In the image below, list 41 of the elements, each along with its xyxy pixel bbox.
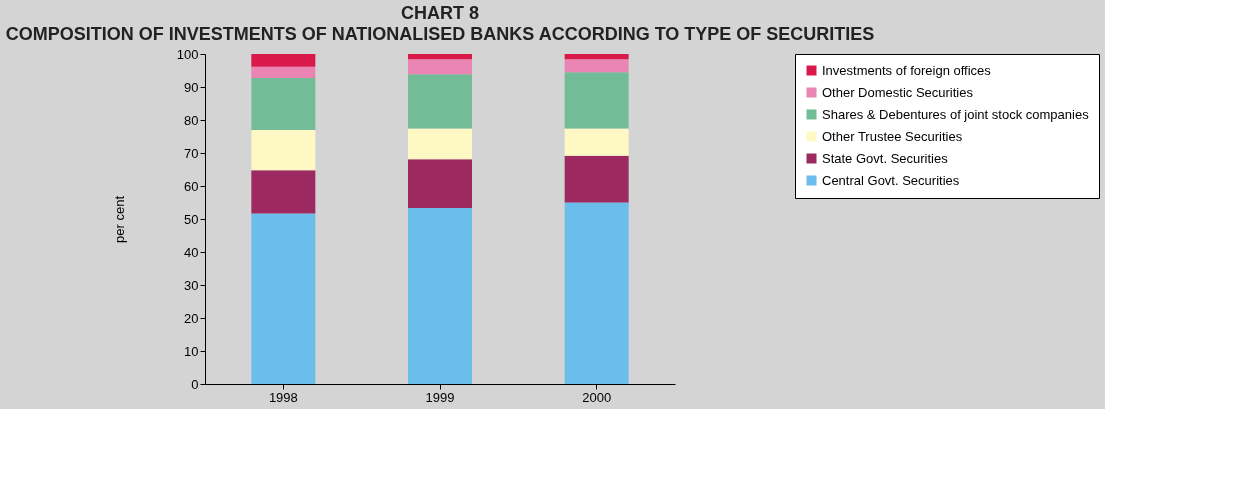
chart-title: CHART 8	[400, 3, 480, 23]
bar	[251, 78, 316, 130]
bar	[408, 74, 472, 129]
bar	[564, 54, 629, 60]
y-tick-label: 50	[184, 211, 199, 227]
x-tick-label: 2000	[582, 389, 612, 405]
legend-label: State Govt. Securities	[822, 150, 949, 166]
bar	[564, 128, 629, 156]
bar	[251, 170, 316, 214]
bar	[564, 59, 629, 73]
bar	[408, 59, 472, 75]
bar	[408, 54, 472, 60]
y-tick-label: 80	[184, 112, 199, 128]
legend-label: Other Trustee Securities	[822, 128, 963, 144]
bar	[408, 208, 472, 384]
x-tick-label: 1999	[425, 389, 455, 405]
y-tick-label: 30	[184, 277, 199, 293]
bar	[251, 54, 316, 67]
legend-label: Investments of foreign offices	[822, 62, 992, 78]
bar	[251, 213, 316, 384]
y-tick-label: 0	[191, 376, 199, 392]
bar	[408, 128, 472, 160]
x-tick-label: 1998	[268, 389, 298, 405]
y-axis-title: per cent	[111, 195, 127, 243]
bar	[251, 129, 316, 171]
y-tick-label: 10	[184, 343, 199, 359]
bar	[408, 159, 472, 209]
legend-label: Central Govt. Securities	[822, 172, 960, 188]
bar	[564, 72, 629, 129]
chart-subtitle: COMPOSITION OF INVESTMENTS OF NATIONALISED BANKS ACCORDING TO TYPE OF SECURITIES	[5, 24, 875, 44]
bar	[251, 66, 316, 79]
bar	[564, 202, 629, 384]
y-tick-label: 60	[184, 178, 199, 194]
y-tick-label: 70	[184, 145, 199, 161]
y-tick-label: 90	[184, 79, 199, 95]
legend-label: Shares & Debentures of joint stock companies	[822, 106, 1090, 122]
y-tick-label: 20	[184, 310, 199, 326]
y-tick-label: 100	[176, 46, 199, 62]
legend-label: Other Domestic Securities	[822, 84, 974, 100]
bar	[564, 155, 629, 203]
y-tick-label: 40	[184, 244, 199, 260]
